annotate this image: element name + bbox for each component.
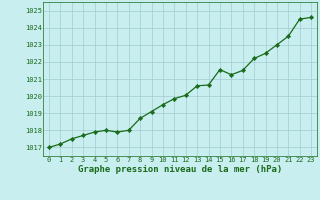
X-axis label: Graphe pression niveau de la mer (hPa): Graphe pression niveau de la mer (hPa) — [78, 165, 282, 174]
